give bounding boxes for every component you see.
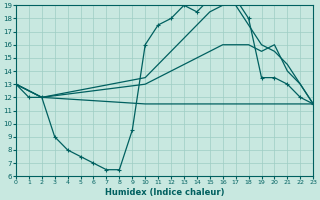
X-axis label: Humidex (Indice chaleur): Humidex (Indice chaleur) [105, 188, 224, 197]
